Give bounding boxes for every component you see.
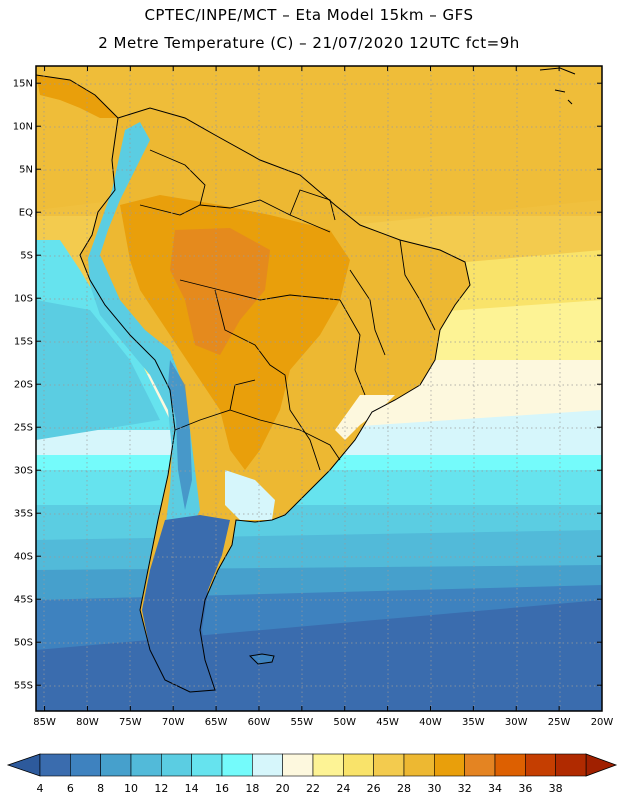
map-title-line2: 2 Metre Temperature (C) – 21/07/2020 12U…	[98, 34, 520, 52]
falklands-islands	[248, 653, 275, 665]
colorbar-label: 22	[306, 782, 320, 795]
southeast-coast-mild	[335, 395, 395, 440]
lat-tick-label: 55S	[14, 681, 33, 692]
central-america-coast	[36, 74, 119, 119]
lon-tick-label: 30W	[505, 717, 528, 728]
amazon-hottest	[170, 228, 270, 355]
map-title-line1: CPTEC/INPE/MCT – Eta Model 15km – GFS	[144, 6, 474, 24]
lon-tick-label: 60W	[248, 717, 271, 728]
coastline	[79, 107, 471, 693]
colorbar-swatch	[494, 753, 526, 777]
colorbar-swatch	[434, 753, 465, 777]
colorbar-swatch	[191, 753, 223, 777]
lon-tick-label: 35W	[462, 717, 485, 728]
colorbar-label: 20	[276, 782, 290, 795]
colorbar-swatch	[464, 753, 496, 777]
band-pacific-12-14	[36, 300, 160, 440]
colorbar-label: 30	[427, 782, 441, 795]
lat-tick-label: 45S	[14, 595, 33, 606]
colorbar-swatch	[39, 753, 71, 777]
colorbar-swatch	[252, 753, 283, 777]
lon-tick-label: 40W	[419, 717, 442, 728]
colorbar-label: 36	[518, 782, 532, 795]
colorbar-label: 24	[336, 782, 350, 795]
lat-tick-label: 5S	[20, 251, 33, 262]
lon-tick-label: 75W	[119, 717, 142, 728]
patagonia-cold	[142, 515, 230, 692]
colorbar-label: 28	[397, 782, 411, 795]
colorbar-swatch	[70, 753, 101, 777]
latitude-axis: 15N 10N 5N EQ 5S 10S 15S 20S 25S 30S 35S 40S 45S 50S 5…	[13, 79, 602, 692]
lat-tick-label: 40S	[14, 552, 33, 563]
colorbar-label: 8	[97, 782, 104, 795]
colorbar-swatch	[555, 753, 587, 777]
colorbar-label: 14	[185, 782, 199, 795]
lat-tick-label: 30S	[14, 466, 33, 477]
colorbar-swatch	[130, 753, 162, 777]
lat-tick-label: 10N	[13, 122, 33, 133]
central-america-land	[36, 75, 118, 118]
lat-tick-label: 10S	[14, 294, 33, 305]
lon-tick-label: 50W	[333, 717, 356, 728]
colorbar-swatch	[221, 753, 253, 777]
map-plot-area	[36, 66, 602, 711]
lat-tick-label: 35S	[14, 509, 33, 520]
colorbar-label: 4	[37, 782, 44, 795]
lat-tick-label: EQ	[19, 208, 33, 219]
colorbar-label: 16	[215, 782, 229, 795]
colorbar-label: 12	[154, 782, 168, 795]
colorbar: 4 6 8 10 12 14 16 18 20 22 24 26 28 30 32 34 36 38	[6, 753, 618, 795]
lat-tick-label: 15N	[13, 79, 33, 90]
pampas-mild	[225, 470, 275, 520]
colorbar-swatch	[282, 753, 314, 777]
colorbar-label: 6	[67, 782, 74, 795]
longitude-axis: 85W 80W 75W 70W 65W 60W 55W 50W 45W 40W 35W 30W 25W 2…	[33, 66, 613, 728]
lon-tick-label: 65W	[205, 717, 228, 728]
lon-tick-label: 70W	[162, 717, 185, 728]
colorbar-swatch	[100, 753, 132, 777]
colorbar-label: 26	[367, 782, 381, 795]
lat-tick-label: 20S	[14, 380, 33, 391]
country-borders	[139, 149, 436, 471]
lat-tick-label: 25S	[14, 423, 33, 434]
lon-tick-label: 55W	[291, 717, 314, 728]
colorbar-swatch	[403, 753, 435, 777]
colorbar-swatch	[373, 753, 405, 777]
colorbar-swatch	[312, 753, 344, 777]
colorbar-swatch	[343, 753, 374, 777]
lon-tick-label: 45W	[376, 717, 399, 728]
colorbar-under-arrow	[6, 753, 41, 777]
colorbar-swatch	[161, 753, 192, 777]
colorbar-label: 32	[458, 782, 472, 795]
lat-tick-label: 50S	[14, 638, 33, 649]
caribbean-islands	[539, 67, 576, 105]
colorbar-label: 10	[124, 782, 138, 795]
lat-tick-label: 15S	[14, 337, 33, 348]
map-frame	[35, 65, 603, 712]
colorbar-over-arrow	[585, 753, 618, 777]
lon-tick-label: 80W	[76, 717, 99, 728]
lat-tick-label: 5N	[19, 165, 33, 176]
lon-tick-label: 20W	[591, 717, 614, 728]
colorbar-label: 34	[488, 782, 502, 795]
colorbar-label: 18	[245, 782, 259, 795]
andes-highland-core	[168, 360, 192, 510]
colorbar-label: 38	[549, 782, 563, 795]
lon-tick-label: 25W	[548, 717, 571, 728]
colorbar-swatch	[525, 753, 556, 777]
lon-tick-label: 85W	[33, 717, 56, 728]
